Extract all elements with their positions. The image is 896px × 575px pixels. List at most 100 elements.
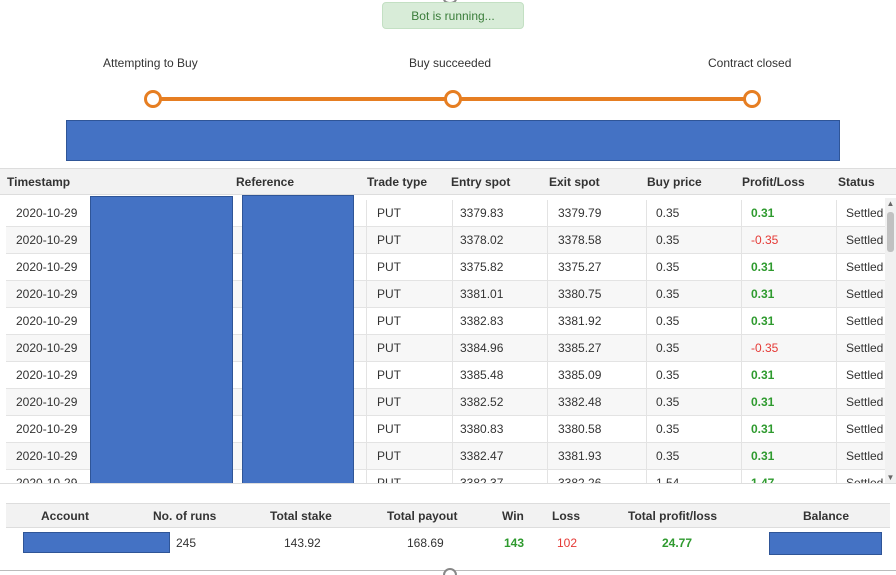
column-divider — [452, 227, 453, 254]
table-row[interactable]: 2020-10-29 PUT 3375.82 3375.27 0.35 0.31 Settl… — [6, 254, 886, 281]
column-divider — [836, 281, 837, 308]
column-divider — [366, 443, 367, 470]
cell-timestamp: 2020-10-29 — [16, 233, 78, 247]
column-divider — [836, 362, 837, 389]
header-trade-type: Trade type — [367, 175, 428, 189]
cell-status: Settled — [846, 368, 884, 382]
summary-total-profit-loss-value: 24.77 — [662, 536, 693, 550]
cell-exit-spot: 3378.58 — [558, 233, 602, 247]
column-divider — [547, 308, 548, 335]
table-row[interactable]: 2020-10-29 PUT 3382.37 3382.26 1.54 1.47 Settl… — [6, 470, 886, 484]
column-divider — [366, 470, 367, 483]
scroll-down-arrow-icon[interactable]: ▼ — [886, 473, 895, 482]
cell-entry-spot: 3384.96 — [460, 341, 504, 355]
column-divider — [646, 362, 647, 389]
column-divider — [452, 443, 453, 470]
column-divider — [547, 389, 548, 416]
column-divider — [646, 416, 647, 443]
cell-buy-price: 0.35 — [656, 449, 680, 463]
header-profit-loss: Profit/Loss — [742, 175, 805, 189]
cell-entry-spot: 3382.83 — [460, 314, 504, 328]
header-status: Status — [838, 175, 875, 189]
cell-status: Settled — [846, 341, 884, 355]
column-divider — [646, 443, 647, 470]
cell-profit-loss: 0.31 — [751, 206, 775, 220]
cell-profit-loss: -0.35 — [751, 233, 779, 247]
cell-status: Settled — [846, 449, 884, 463]
column-divider — [366, 389, 367, 416]
cell-exit-spot: 3382.26 — [558, 476, 602, 484]
bottom-resize-handle[interactable] — [443, 568, 457, 575]
column-divider — [547, 227, 548, 254]
column-divider — [646, 200, 647, 227]
cell-exit-spot: 3375.27 — [558, 260, 602, 274]
summary-header-win: Win — [502, 509, 524, 523]
column-divider — [547, 470, 548, 483]
column-divider — [741, 389, 742, 416]
header-buy-price: Buy price — [647, 175, 702, 189]
header-entry-spot: Entry spot — [451, 175, 511, 189]
cell-trade-type: PUT — [377, 206, 401, 220]
step-contract-closed-label: Contract closed — [708, 56, 792, 70]
cell-buy-price: 0.35 — [656, 233, 680, 247]
column-divider — [452, 362, 453, 389]
summary-header-loss: Loss — [552, 509, 581, 523]
summary-panel: Account No. of runs Total stake Total pa… — [6, 503, 890, 561]
cell-profit-loss: -0.35 — [751, 341, 779, 355]
table-header-row: Timestamp Reference Trade type Entry spo… — [0, 168, 896, 195]
scrollbar-thumb[interactable] — [887, 212, 894, 252]
column-divider — [646, 227, 647, 254]
column-divider — [547, 335, 548, 362]
column-divider — [836, 416, 837, 443]
column-divider — [741, 362, 742, 389]
table-row[interactable]: 2020-10-29 PUT 3385.48 3385.09 0.35 0.31 Settl… — [6, 362, 886, 389]
table-scrollbar[interactable]: ▲ ▼ — [885, 198, 896, 483]
cell-timestamp: 2020-10-29 — [16, 476, 78, 484]
cell-timestamp: 2020-10-29 — [16, 422, 78, 436]
cell-exit-spot: 3385.27 — [558, 341, 602, 355]
summary-header-balance: Balance — [803, 509, 850, 523]
step-attempting-to-buy-node — [144, 90, 162, 108]
column-divider — [836, 443, 837, 470]
redacted-account-value — [23, 532, 170, 553]
summary-total-payout-value: 168.69 — [407, 536, 444, 550]
cell-entry-spot: 3382.52 — [460, 395, 504, 409]
cell-status: Settled — [846, 476, 884, 484]
column-divider — [646, 254, 647, 281]
column-divider — [836, 335, 837, 362]
column-divider — [836, 200, 837, 227]
scroll-up-arrow-icon[interactable]: ▲ — [886, 199, 895, 208]
table-row[interactable]: 2020-10-29 PUT 3380.83 3380.58 0.35 0.31 Settl… — [6, 416, 886, 443]
column-divider — [741, 335, 742, 362]
table-row[interactable]: 2020-10-29 PUT 3382.83 3381.92 0.35 0.31 Settl… — [6, 308, 886, 335]
cell-entry-spot: 3381.01 — [460, 287, 504, 301]
cell-trade-type: PUT — [377, 260, 401, 274]
cell-trade-type: PUT — [377, 233, 401, 247]
column-divider — [646, 335, 647, 362]
step-buy-succeeded-node — [444, 90, 462, 108]
cell-entry-spot: 3380.83 — [460, 422, 504, 436]
summary-loss-value: 102 — [557, 536, 578, 550]
cell-timestamp: 2020-10-29 — [16, 260, 78, 274]
step-contract-closed-node — [743, 90, 761, 108]
column-divider — [452, 308, 453, 335]
cell-exit-spot: 3380.75 — [558, 287, 602, 301]
table-row[interactable]: 2020-10-29 PUT 3379.83 3379.79 0.35 0.31 Settl… — [6, 200, 886, 227]
cell-profit-loss: 0.31 — [751, 395, 775, 409]
cell-entry-spot: 3378.02 — [460, 233, 504, 247]
column-divider — [741, 281, 742, 308]
cell-trade-type: PUT — [377, 476, 401, 484]
cell-entry-spot: 3375.82 — [460, 260, 504, 274]
column-divider — [836, 308, 837, 335]
cell-profit-loss: 0.31 — [751, 260, 775, 274]
column-divider — [836, 470, 837, 483]
column-divider — [366, 416, 367, 443]
cell-buy-price: 0.35 — [656, 314, 680, 328]
cell-exit-spot: 3380.58 — [558, 422, 602, 436]
header-exit-spot: Exit spot — [549, 175, 600, 189]
column-divider — [452, 200, 453, 227]
cell-buy-price: 0.35 — [656, 287, 680, 301]
cell-status: Settled — [846, 395, 884, 409]
cell-timestamp: 2020-10-29 — [16, 449, 78, 463]
cell-buy-price: 0.35 — [656, 368, 680, 382]
